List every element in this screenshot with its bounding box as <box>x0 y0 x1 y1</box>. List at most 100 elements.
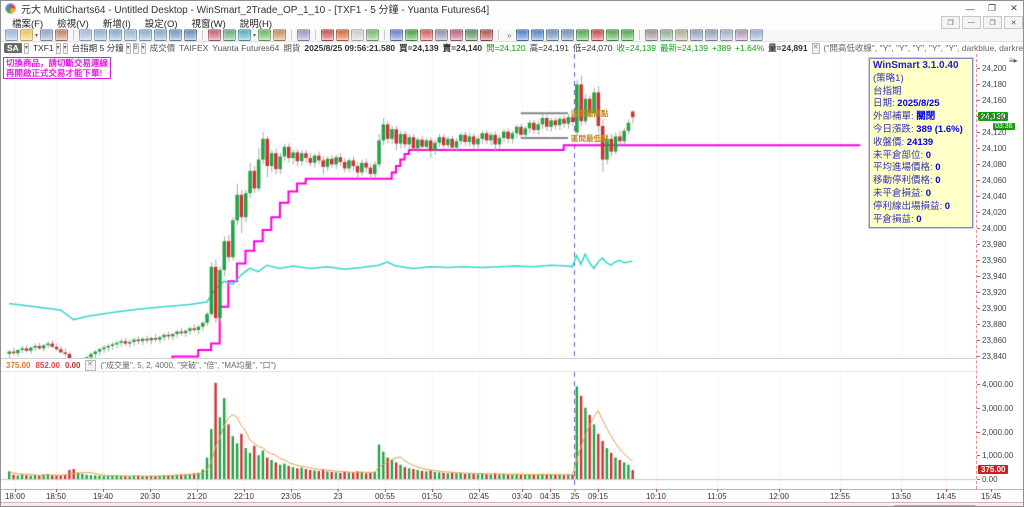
databar-dropdown[interactable]: ▾ <box>23 42 29 54</box>
time-axis[interactable]: 18:00 18:50 19:40 20:30 21:20 22:10 23:05 23 00:… <box>1 489 1023 503</box>
menu-item-w[interactable]: 視窗(W) <box>191 18 226 30</box>
auto-trade-icon[interactable] <box>258 29 272 41</box>
databar-segment-18: 低=24,070 <box>573 43 613 53</box>
pointer-tool-icon[interactable] <box>645 29 659 41</box>
mdi-maximize-button[interactable]: ❐ <box>983 16 1002 29</box>
new-window-icon[interactable] <box>5 29 18 41</box>
time-axis-label: 20:30 <box>140 489 160 501</box>
scanner-window-icon[interactable] <box>109 29 123 41</box>
time-axis-label: 25 <box>571 489 579 501</box>
time-axis-label: 19:40 <box>93 489 113 501</box>
depth-window-icon[interactable] <box>124 29 138 41</box>
menu-bar: 檔案(F) 檢視(V) 新增(I) 設定(O) 視窗(W) 說明(H) ❐ — ❐ ✕ <box>1 16 1023 30</box>
target-icon[interactable] <box>480 29 494 41</box>
bars-icon[interactable] <box>465 29 479 41</box>
horizontal-scrollbar-thumb[interactable] <box>894 505 976 506</box>
quote-window-icon[interactable] <box>94 29 108 41</box>
databar-badge[interactable]: SA <box>4 43 22 53</box>
strategy-icon[interactable] <box>238 29 252 41</box>
indicator-close-icon[interactable]: ✕ <box>84 359 96 371</box>
maximize-button[interactable]: ❐ <box>987 3 997 13</box>
time-axis-label: 11:05 <box>707 489 727 501</box>
p-flag-icon[interactable] <box>420 29 434 41</box>
axis-menu-icon[interactable]: ≡▸ <box>1009 56 1018 65</box>
order-up-icon[interactable] <box>321 29 335 41</box>
menu-item-i[interactable]: 新增(I) <box>102 18 131 30</box>
time-axis-label: 01:50 <box>422 489 442 501</box>
zoom-out-icon[interactable] <box>675 29 689 41</box>
redo-zoom-icon[interactable] <box>705 29 719 41</box>
v-blue-icon[interactable] <box>390 29 404 41</box>
zero-position-icon[interactable] <box>351 29 365 41</box>
info-line: 台指期 <box>873 85 902 97</box>
zoom-in-icon[interactable] <box>660 29 674 41</box>
save-workspace-icon[interactable] <box>55 29 69 41</box>
databar-segment-7[interactable]: B <box>132 42 139 54</box>
alert-icon[interactable] <box>273 29 287 41</box>
mdi-close-button[interactable]: ✕ <box>1004 16 1023 29</box>
title-bar[interactable]: 元大 MultiCharts64 - Untitled Desktop - Wi… <box>1 1 1023 16</box>
save-icon[interactable] <box>40 29 54 41</box>
time-axis-label: 18:00 <box>5 489 25 501</box>
portfolio-window-icon[interactable] <box>154 29 168 41</box>
menu-item-h[interactable]: 說明(H) <box>239 18 272 30</box>
open-workspace-icon[interactable] <box>20 29 33 41</box>
net-position-icon[interactable] <box>450 29 464 41</box>
toolbar-overflow-chevron[interactable]: » <box>507 30 512 40</box>
chart-area: 375.00 852.00 0.00 ✕ ("成交量", 5, 2, 4000, "突破… <box>1 54 1023 506</box>
strategy-icon-dropdown[interactable]: ▾ <box>253 32 257 39</box>
menu-item-f[interactable]: 檔案(F) <box>12 18 44 30</box>
databar-dropdown[interactable]: ▾ <box>62 42 68 54</box>
chart-window-icon[interactable] <box>79 29 93 41</box>
minimize-button[interactable]: — <box>965 3 975 14</box>
scroll-down-icon[interactable] <box>591 29 605 41</box>
toolbar-separator <box>639 30 641 40</box>
prev-page-icon[interactable] <box>516 29 530 41</box>
compress-bars-icon[interactable] <box>546 29 560 41</box>
menu-item-o[interactable]: 設定(O) <box>144 18 178 30</box>
databar-segment-21: +389 <box>711 43 732 53</box>
volume-tick-label: 3,000.00 <box>977 404 1013 413</box>
info-line: 平均進場價格: 0 <box>873 162 941 174</box>
toolbar-separator <box>202 30 204 40</box>
scroll-up-icon[interactable] <box>576 29 590 41</box>
databar-close-icon[interactable]: ✕ <box>811 42 820 54</box>
mdi-window-controls: ❐ — ❐ ✕ <box>939 16 1023 29</box>
datafeed-window-icon[interactable] <box>184 29 198 41</box>
open-workspace-icon-dropdown[interactable]: ▾ <box>35 32 39 39</box>
next-page-icon[interactable] <box>531 29 545 41</box>
price-tick-label: 23,840 <box>977 352 1006 361</box>
mdi-restore-button[interactable]: ❐ <box>941 16 960 29</box>
scroll-left-icon[interactable] <box>606 29 620 41</box>
databar-segment-17: 高=24,191 <box>529 43 570 53</box>
price-chart-canvas[interactable] <box>1 54 976 358</box>
mdi-minimize-button[interactable]: — <box>962 16 981 29</box>
confirm-icon[interactable] <box>366 29 380 41</box>
price-axis[interactable]: ≡▸ 24,139 03:36 375.00 24,200 24,180 24,16… <box>976 54 1023 489</box>
crosshair-icon[interactable] <box>720 29 734 41</box>
volume-chart-canvas[interactable] <box>1 372 976 489</box>
databar-dropdown[interactable]: ▾ <box>55 42 61 54</box>
menu-item-v[interactable]: 檢視(V) <box>57 18 89 30</box>
v-green-icon[interactable] <box>405 29 419 41</box>
scroll-right-icon[interactable] <box>621 29 635 41</box>
databar-dropdown[interactable]: ▾ <box>140 42 146 54</box>
order-down-icon[interactable] <box>336 29 350 41</box>
expand-bars-icon[interactable] <box>561 29 575 41</box>
message-icon[interactable] <box>297 29 311 41</box>
hand-tool-icon[interactable] <box>750 29 764 41</box>
insert-study-icon[interactable] <box>208 29 222 41</box>
format-study-icon[interactable] <box>223 29 237 41</box>
close-button[interactable]: ✕ <box>1010 3 1018 13</box>
info-line: 平倉損益: 0 <box>873 213 922 225</box>
scale-icon[interactable] <box>435 29 449 41</box>
trade-warning-box: 切換商品，請切斷交易連線 再開啟正式交易才能下單! <box>3 57 112 79</box>
price-tick-label: 24,180 <box>977 80 1006 89</box>
report-window-icon[interactable] <box>169 29 183 41</box>
undo-zoom-icon[interactable] <box>690 29 704 41</box>
timesales-window-icon[interactable] <box>139 29 153 41</box>
volume-tick-label: 0.00 <box>977 475 998 484</box>
price-tick-label: 23,880 <box>977 320 1006 329</box>
find-icon[interactable] <box>735 29 749 41</box>
databar-dropdown[interactable]: ▾ <box>125 42 131 54</box>
